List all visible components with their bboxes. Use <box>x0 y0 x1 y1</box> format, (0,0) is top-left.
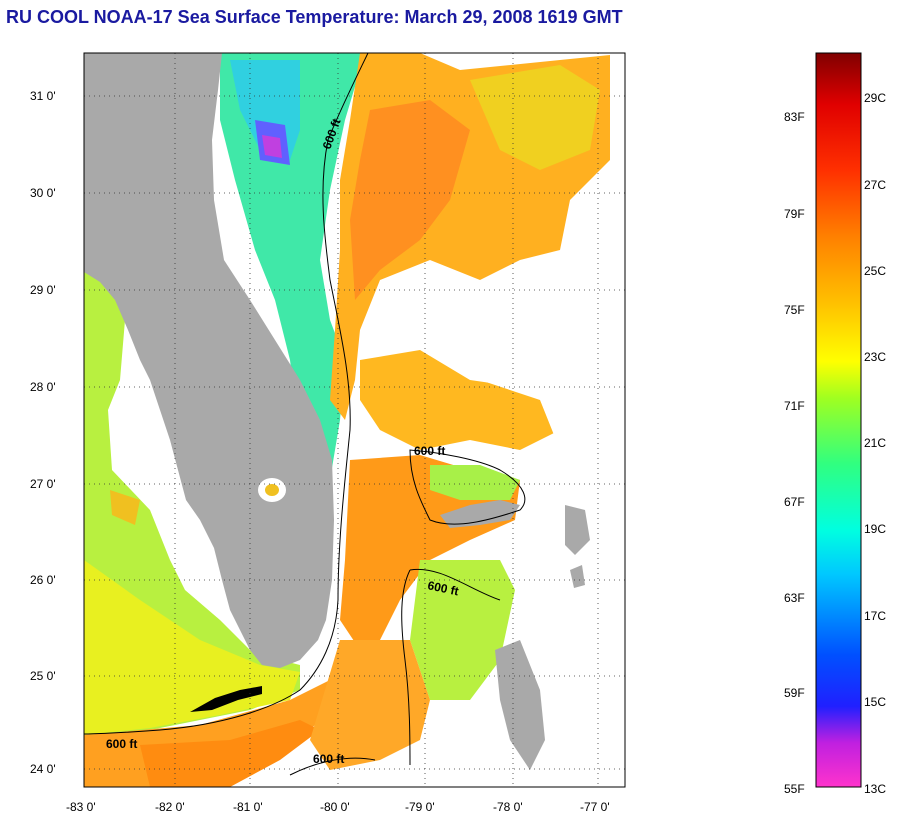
lon-tick-label: -80 0' <box>320 800 350 814</box>
florida-keys <box>190 686 262 712</box>
celsius-label: 17C <box>864 609 886 623</box>
gulf-stream-orange <box>350 100 470 300</box>
latitude-ticks: 31 0' 30 0' 29 0' 28 0' 27 0' 26 0' 25 0… <box>30 89 56 776</box>
celsius-label: 15C <box>864 695 886 709</box>
depth-contours <box>84 53 526 776</box>
lat-tick-label: 26 0' <box>30 573 56 587</box>
bahamas-green <box>430 465 520 500</box>
colorbar-fahrenheit-labels: 83F 79F 75F 71F 67F 63F 59F 55F <box>784 110 805 796</box>
lat-tick-label: 27 0' <box>30 477 56 491</box>
contour-label: 600 ft <box>426 578 460 598</box>
strait-warm-water <box>340 455 520 650</box>
cloud-mask-1 <box>400 260 610 460</box>
contour-east-coast <box>84 53 369 735</box>
celsius-label: 21C <box>864 436 886 450</box>
lat-tick-label: 24 0' <box>30 762 56 776</box>
plot-frame <box>83 52 626 788</box>
keys-orange <box>140 720 320 787</box>
celsius-label: 19C <box>864 522 886 536</box>
contour-great-bahama <box>401 569 411 766</box>
colorbar <box>815 52 862 788</box>
gulf-stream-yellow <box>470 65 600 170</box>
contour-great-bahama-top <box>409 568 501 601</box>
fahrenheit-label: 63F <box>784 591 805 605</box>
lon-tick-label: -77 0' <box>580 800 610 814</box>
celsius-label: 25C <box>864 264 886 278</box>
gulf-warm-spot <box>110 490 140 525</box>
bahamas-islet <box>570 565 585 588</box>
andros <box>495 640 545 770</box>
sst-image <box>84 53 610 787</box>
graticule <box>84 53 625 787</box>
map-title: RU COOL NOAA-17 Sea Surface Temperature:… <box>6 7 623 27</box>
fahrenheit-label: 83F <box>784 110 805 124</box>
celsius-label: 23C <box>864 350 886 364</box>
fahrenheit-label: 71F <box>784 399 805 413</box>
abaco <box>565 505 590 555</box>
contour-label: 600 ft <box>313 752 344 766</box>
lon-tick-label: -83 0' <box>66 800 96 814</box>
lat-tick-label: 30 0' <box>30 186 56 200</box>
longitude-ticks: -83 0' -82 0' -81 0' -80 0' -79 0' -78 0… <box>66 800 610 814</box>
lon-tick-label: -82 0' <box>155 800 185 814</box>
central-warm-patch <box>360 350 560 450</box>
atlantic-coastal-water <box>220 53 365 480</box>
south-warm-patch <box>310 640 430 770</box>
fahrenheit-label: 75F <box>784 303 805 317</box>
lat-tick-label: 29 0' <box>30 283 56 297</box>
contour-little-bahama <box>409 449 526 525</box>
fahrenheit-label: 59F <box>784 686 805 700</box>
lat-tick-label: 31 0' <box>30 89 56 103</box>
lon-tick-label: -79 0' <box>405 800 435 814</box>
atlantic-magenta <box>262 135 282 158</box>
celsius-label: 29C <box>864 91 886 105</box>
celsius-label: 13C <box>864 782 886 796</box>
lake-okeechobee-sst <box>265 484 279 496</box>
celsius-label: 27C <box>864 178 886 192</box>
fahrenheit-label: 55F <box>784 782 805 796</box>
grand-bahama <box>440 500 520 528</box>
contour-label: 600 ft <box>414 444 445 458</box>
lat-tick-label: 25 0' <box>30 669 56 683</box>
lon-tick-label: -81 0' <box>233 800 263 814</box>
east-green-water <box>410 560 515 700</box>
lon-tick-label: -78 0' <box>493 800 523 814</box>
fahrenheit-label: 67F <box>784 495 805 509</box>
florida-land <box>84 53 334 668</box>
contour-south <box>289 757 376 776</box>
contour-label: 600 ft <box>106 737 137 751</box>
fahrenheit-label: 79F <box>784 207 805 221</box>
lat-tick-label: 28 0' <box>30 380 56 394</box>
colorbar-celsius-labels: 29C 27C 25C 23C 21C 19C 17C 15C 13C <box>864 91 886 796</box>
